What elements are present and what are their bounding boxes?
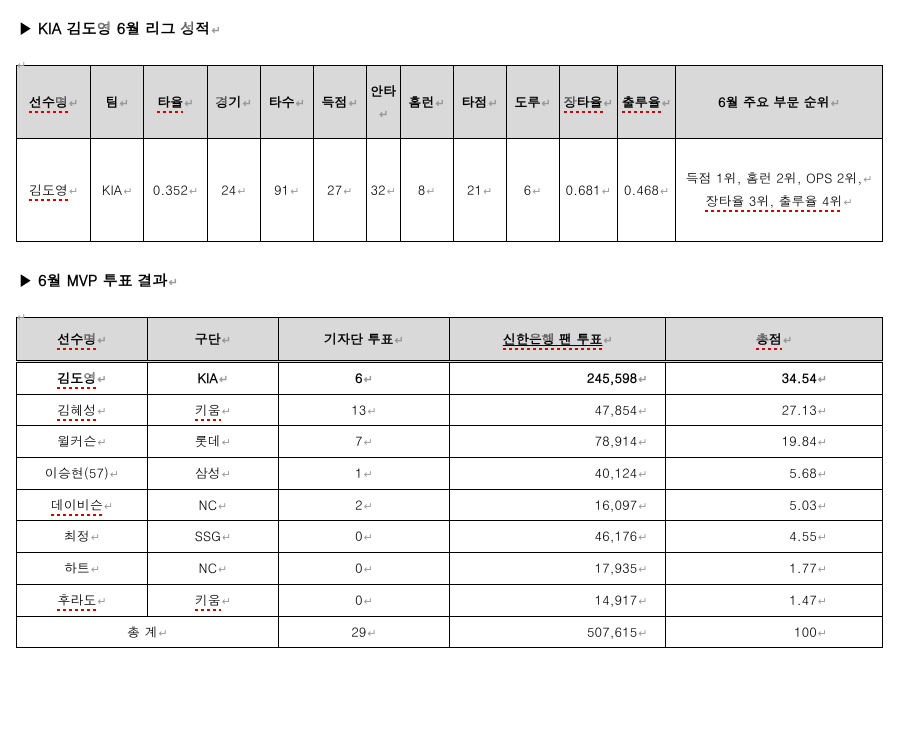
stats-col-header: 팀↵	[91, 66, 144, 139]
vote-col-header: 선수명↵	[17, 318, 148, 362]
rbi: 21	[467, 180, 482, 199]
vote-title-text: 6월 MVP 투표 결과	[38, 270, 168, 291]
avg: 0.352	[153, 180, 188, 199]
stats-table: 선수명↵팀↵타율↵경기↵타수↵득점↵안타↵홈런↵타점↵도루↵장타율↵출루율↵6월…	[16, 65, 883, 242]
player-name: 김도영	[29, 180, 68, 199]
spacer	[16, 242, 883, 270]
vote-row: 후라도↵키움↵0↵14,917↵1.47↵	[17, 584, 883, 616]
rank-cell: 득점 1위, 홈런 2위, OPS 2위,↵ 장타율 3위, 출루율 4위↵	[676, 139, 883, 242]
vote-col-header: 구단↵	[147, 318, 278, 362]
stats-section-title: ▶ KIA 김도영 6월 리그 성적↵	[18, 18, 883, 39]
stats-col-header: 경기↵	[207, 66, 260, 139]
stats-col-header: 타수↵	[260, 66, 313, 139]
vote-header-row: 선수명↵구단↵기자단 투표↵신한은행 팬 투표↵총점↵	[17, 318, 883, 362]
vote-col-header: 신한은행 팬 투표↵	[449, 318, 666, 362]
stats-col-header: 득점↵	[313, 66, 366, 139]
games: 24	[221, 180, 236, 199]
vote-total-row: 총 계↵29↵507,615↵100↵	[17, 616, 883, 648]
return-mark: ↵	[211, 23, 221, 38]
runs: 27	[327, 180, 342, 199]
stats-title-text: KIA 김도영 6월 리그 성적	[38, 18, 211, 39]
vote-row: 데이비슨↵NC↵2↵16,097↵5.03↵	[17, 489, 883, 521]
vote-row: 이승현(57)↵삼성↵1↵40,124↵5.68↵	[17, 458, 883, 490]
stats-col-header: 도루↵	[506, 66, 559, 139]
vote-row: 김혜성↵키움↵13↵47,854↵27.13↵	[17, 394, 883, 426]
obp: 0.468	[624, 180, 659, 199]
stats-col-header: 타점↵	[453, 66, 506, 139]
arrow-icon: ▶	[18, 18, 38, 39]
vote-row: 최정↵SSG↵0↵46,176↵4.55↵	[17, 521, 883, 553]
slg: 0.681	[566, 180, 601, 199]
stats-col-header: 6월 주요 부문 순위↵	[676, 66, 883, 139]
stats-data-row: 김도영↵ KIA↵ 0.352↵ 24↵ 91↵ 27↵ 32↵ 8↵ 21↵ …	[17, 139, 883, 242]
vote-row: 윌커슨↵롯데↵7↵78,914↵19.84↵	[17, 426, 883, 458]
vote-col-header: 총점↵	[666, 318, 883, 362]
blank-line: ↵	[16, 53, 883, 65]
vote-row: 김도영↵KIA↵6↵245,598↵34.54↵	[17, 362, 883, 395]
arrow-icon: ▶	[18, 270, 38, 291]
stats-col-header: 선수명↵	[17, 66, 91, 139]
stats-col-header: 타율↵	[144, 66, 208, 139]
vote-table: 선수명↵구단↵기자단 투표↵신한은행 팬 투표↵총점↵ 김도영↵KIA↵6↵24…	[16, 317, 883, 648]
stats-col-header: 장타율↵	[559, 66, 617, 139]
vote-row: 하트↵NC↵0↵17,935↵1.77↵	[17, 553, 883, 585]
team-name: KIA	[102, 180, 123, 199]
hits: 32	[370, 180, 385, 199]
stats-col-header: 안타↵	[366, 66, 400, 139]
stats-col-header: 출루율↵	[617, 66, 675, 139]
vote-col-header: 기자단 투표↵	[278, 318, 449, 362]
blank-line: ↵	[16, 305, 883, 317]
vote-section-title: ▶ 6월 MVP 투표 결과↵	[18, 270, 883, 291]
stats-header-row: 선수명↵팀↵타율↵경기↵타수↵득점↵안타↵홈런↵타점↵도루↵장타율↵출루율↵6월…	[17, 66, 883, 139]
ab: 91	[274, 180, 289, 199]
stats-col-header: 홈런↵	[400, 66, 453, 139]
